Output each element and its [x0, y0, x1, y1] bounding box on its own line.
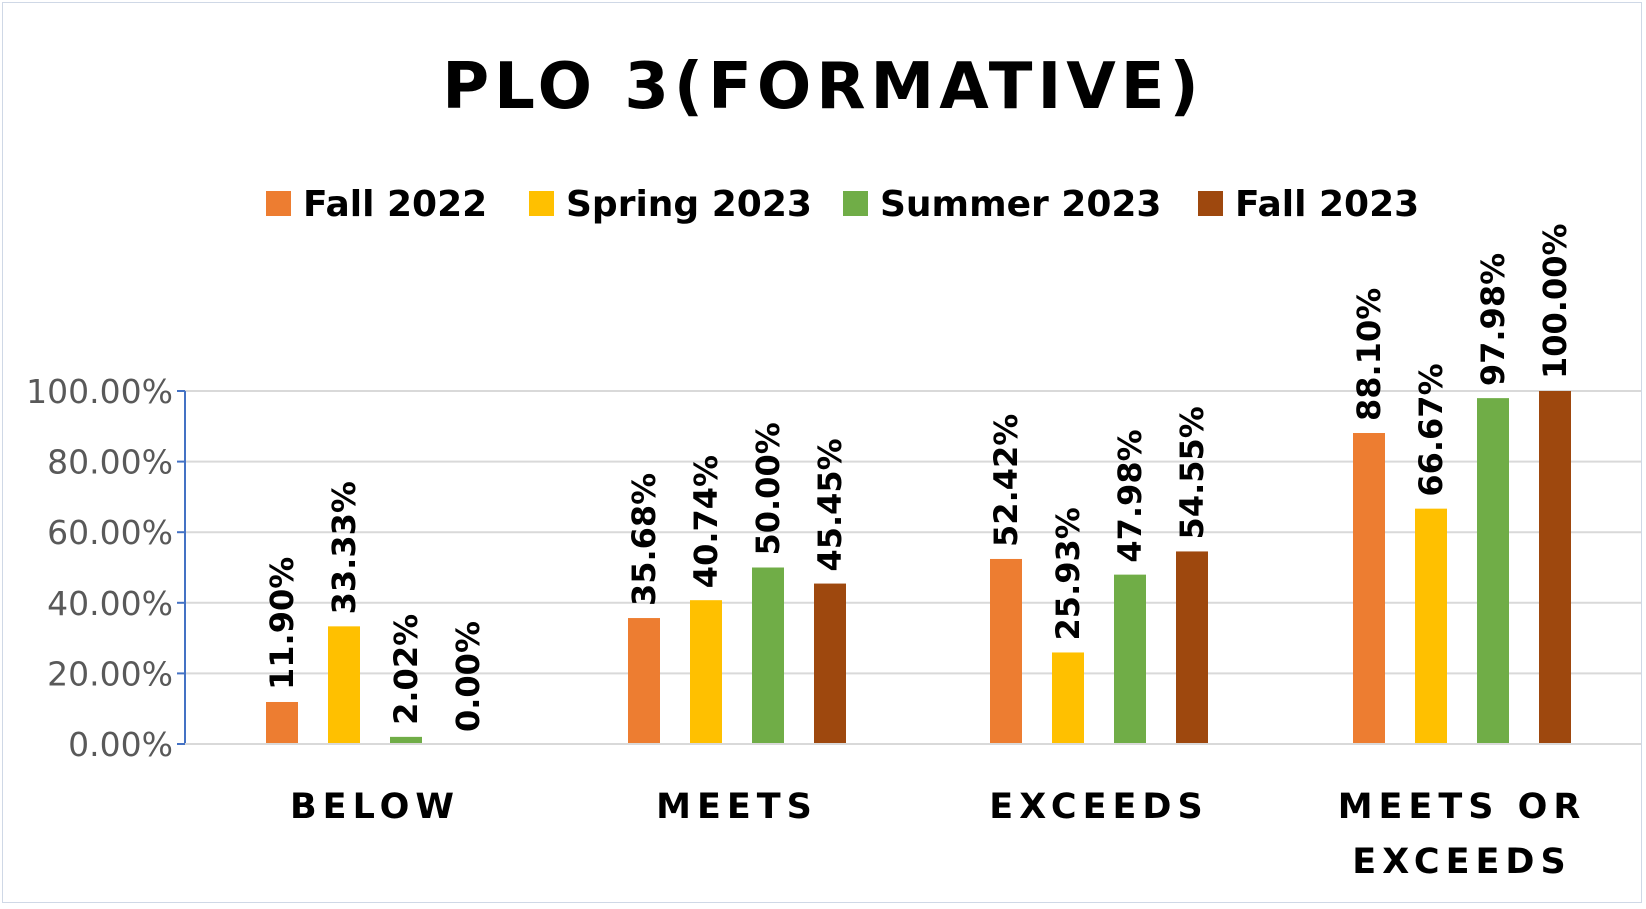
data-labels: 11.90% 33.33% 2.02% 0.00% 35.68% 40.74% 50.00%…	[263, 223, 1574, 732]
chart-title: PLO 3(FORMATIVE)	[442, 50, 1204, 124]
bar	[1539, 391, 1571, 744]
bar	[1176, 551, 1208, 744]
legend-swatch	[529, 191, 554, 216]
data-label: 52.42%	[987, 414, 1025, 547]
data-label: 50.00%	[749, 422, 787, 555]
bar	[990, 558, 1022, 744]
bar	[628, 618, 660, 744]
data-label: 33.33%	[325, 481, 363, 614]
bar	[690, 600, 722, 744]
legend-swatch	[266, 191, 291, 216]
x-category-label: EXCEEDS	[989, 787, 1208, 827]
y-tick-label: 0.00%	[68, 725, 173, 764]
bar	[1114, 574, 1146, 744]
bar	[328, 626, 360, 744]
data-label: 45.45%	[811, 438, 849, 571]
legend-swatch	[1198, 191, 1223, 216]
y-tick-label: 60.00%	[47, 513, 173, 552]
data-label: 47.98%	[1111, 429, 1149, 562]
bar	[1052, 652, 1084, 744]
data-label: 40.74%	[687, 455, 725, 588]
bar-chart: PLO 3(FORMATIVE) Fall 2022 Spring 2023 Sum…	[26, 50, 1641, 882]
data-label: 66.67%	[1412, 363, 1450, 496]
bar	[390, 736, 422, 744]
legend: Fall 2022 Spring 2023 Summer 2023 Fall 2023	[266, 184, 1419, 225]
data-label: 25.93%	[1049, 507, 1087, 640]
data-label: 88.10%	[1350, 288, 1388, 421]
y-tick-label: 100.00%	[26, 372, 173, 411]
x-axis: BELOW MEETS EXCEEDS MEETS OR EXCEEDS	[185, 743, 1641, 882]
legend-label: Fall 2022	[303, 184, 487, 225]
bar	[1415, 508, 1447, 744]
y-axis: 0.00% 20.00% 40.00% 60.00% 80.00% 100.00%	[26, 372, 186, 764]
x-category-label: MEETS	[656, 787, 818, 827]
y-tick-label: 80.00%	[47, 443, 173, 482]
bar	[814, 583, 846, 744]
legend-label: Spring 2023	[566, 184, 812, 225]
data-label: 35.68%	[625, 473, 663, 606]
data-label: 11.90%	[263, 557, 301, 690]
y-tick-label: 20.00%	[47, 654, 173, 693]
legend-label: Fall 2023	[1235, 184, 1419, 225]
data-label: 2.02%	[387, 614, 425, 725]
bars	[266, 391, 1571, 744]
x-category-label: BELOW	[290, 787, 460, 827]
bar	[752, 567, 784, 744]
y-tick-label: 40.00%	[47, 584, 173, 623]
data-label: 97.98%	[1474, 253, 1512, 386]
data-label: 100.00%	[1536, 223, 1574, 379]
bar	[1353, 433, 1385, 744]
legend-swatch	[843, 191, 868, 216]
data-label: 54.55%	[1173, 406, 1211, 539]
x-category-label: MEETS OR EXCEEDS	[1338, 787, 1587, 882]
data-label: 0.00%	[449, 621, 487, 732]
bar	[266, 701, 298, 744]
bar	[1477, 398, 1509, 744]
legend-label: Summer 2023	[880, 184, 1161, 225]
